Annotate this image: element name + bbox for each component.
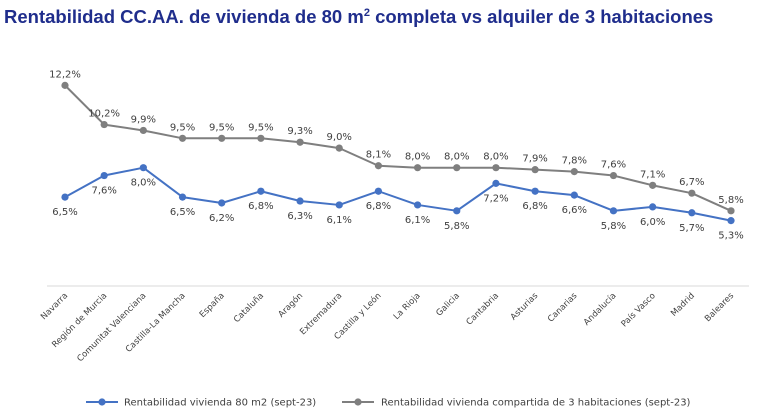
data-point [296, 138, 304, 146]
series-line [64, 166, 732, 222]
data-point [257, 134, 265, 142]
data-point [727, 207, 735, 215]
x-tick-label: La Rioja [392, 291, 423, 322]
data-label: 6,6% [562, 205, 587, 216]
data-point [609, 171, 618, 180]
x-tick-label: Comunitat Valenciana [75, 291, 148, 364]
chart-title-prefix: Rentabilidad CC.AA. de vivienda de 80 m [4, 6, 364, 27]
data-label: 7,1% [640, 169, 665, 180]
x-tick-label: Canarias [546, 291, 580, 325]
data-point [100, 171, 108, 180]
data-label: 6,5% [170, 207, 195, 218]
data-point [531, 187, 539, 195]
legend-label: Rentabilidad vivienda compartida de 3 ha… [381, 398, 691, 409]
chart-title-suffix: completa vs alquiler de 3 habitaciones [369, 6, 714, 27]
x-tick-label: Galicia [434, 291, 461, 318]
legend-label: Rentabilidad vivienda 80 m2 (sept-23) [124, 398, 316, 409]
x-tick-label: Asturias [509, 291, 541, 323]
x-tick-label: Andalucía [582, 291, 619, 328]
data-label: 6,2% [209, 213, 234, 224]
data-label: 7,2% [483, 193, 508, 204]
data-label: 9,5% [209, 122, 234, 133]
data-label: 8,1% [366, 150, 391, 161]
data-label: 8,0% [444, 152, 469, 163]
data-point [413, 201, 422, 209]
data-point [218, 134, 226, 142]
data-point [492, 164, 500, 172]
data-label: 7,8% [562, 156, 587, 167]
data-point [374, 187, 383, 195]
data-label: 6,3% [287, 211, 312, 222]
x-tick-label: España [198, 291, 227, 320]
data-point [139, 126, 147, 135]
data-label: 8,0% [131, 178, 156, 189]
data-label: 10,2% [88, 109, 120, 120]
data-label: 8,0% [483, 152, 508, 163]
data-label: 6,8% [522, 201, 547, 212]
data-point [178, 193, 187, 201]
legend-marker [354, 398, 362, 406]
series-line [64, 84, 732, 212]
data-label: 9,3% [287, 126, 312, 137]
data-point [649, 203, 657, 211]
data-label: 12,2% [49, 69, 81, 80]
x-tick-label: País Vasco [619, 291, 657, 329]
data-point [649, 181, 657, 189]
data-point [100, 120, 108, 129]
data-point [453, 164, 461, 172]
data-point [727, 217, 735, 225]
data-label: 6,8% [366, 201, 391, 212]
data-label: 7,6% [601, 160, 626, 171]
data-point [139, 164, 147, 172]
data-point [61, 193, 69, 201]
data-point [296, 197, 304, 205]
x-tick-label: Baleares [703, 291, 737, 325]
data-label: 6,1% [405, 215, 430, 226]
data-label: 7,9% [522, 154, 547, 165]
data-point [688, 209, 696, 217]
data-label: 5,3% [718, 231, 743, 242]
data-point [492, 179, 500, 187]
data-point [178, 134, 187, 142]
data-label: 9,9% [131, 114, 156, 125]
data-point [413, 164, 422, 172]
data-point [335, 144, 343, 152]
chart-title-sup: 2 [363, 7, 370, 19]
data-label: 6,1% [327, 215, 352, 226]
data-label: 6,7% [679, 177, 704, 188]
legend-marker [98, 398, 106, 406]
data-point [531, 166, 539, 174]
x-tick-label: Navarra [39, 291, 70, 322]
data-point [374, 162, 383, 170]
data-point [335, 201, 343, 209]
data-point [257, 187, 265, 195]
data-point [61, 81, 69, 89]
data-point [453, 207, 461, 215]
data-label: 5,7% [679, 223, 704, 234]
data-label: 5,8% [601, 221, 626, 232]
data-label: 9,5% [170, 122, 195, 133]
data-label: 9,5% [248, 122, 273, 133]
data-point [570, 191, 578, 199]
data-label: 9,0% [327, 132, 352, 143]
x-tick-label: Cantabria [465, 291, 501, 327]
data-label: 5,8% [718, 195, 743, 206]
data-label: 8,0% [405, 152, 430, 163]
data-label: 5,8% [444, 221, 469, 232]
data-label: 7,6% [91, 186, 116, 197]
data-label: 6,0% [640, 217, 665, 228]
data-point [688, 189, 696, 197]
data-label: 6,5% [52, 207, 77, 218]
data-point [570, 168, 578, 176]
data-point [218, 199, 226, 207]
x-tick-label: Aragón [276, 290, 305, 319]
data-label: 6,8% [248, 201, 273, 212]
chart-title: Rentabilidad CC.AA. de vivienda de 80 m2… [4, 4, 760, 30]
x-tick-label: Cataluña [232, 291, 266, 325]
data-point [609, 207, 618, 215]
x-tick-label: Madrid [669, 291, 697, 319]
